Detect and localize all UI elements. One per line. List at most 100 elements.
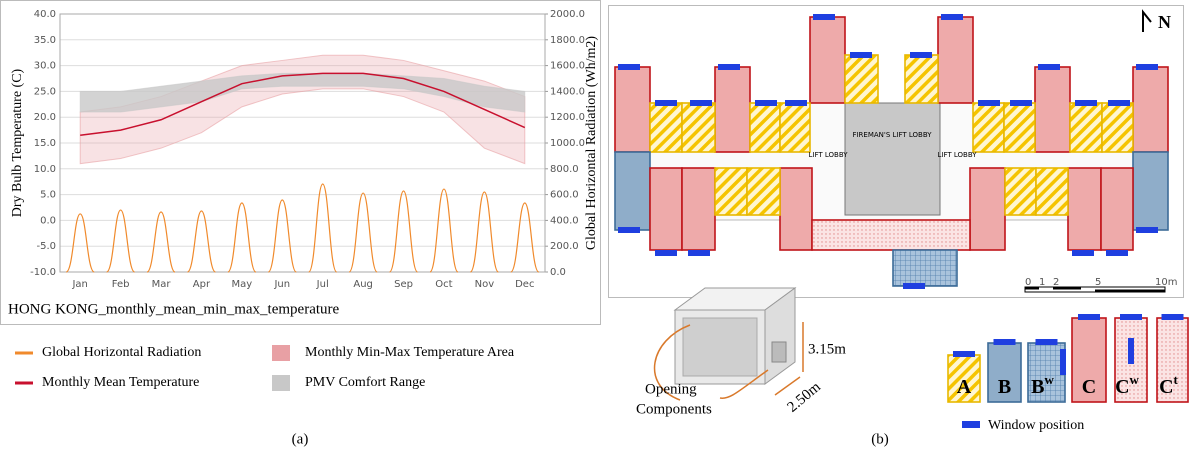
north-arrow	[1143, 12, 1151, 32]
type-letter: C	[1115, 376, 1129, 398]
window	[1136, 227, 1158, 233]
type-letter: C	[1082, 376, 1096, 398]
type-letter: B	[998, 376, 1011, 398]
y-tick-label: 15.0	[34, 138, 56, 149]
window	[850, 52, 872, 58]
window	[1136, 64, 1158, 70]
window	[655, 100, 677, 106]
window	[978, 100, 1000, 106]
window	[690, 100, 712, 106]
min-max-area	[80, 55, 525, 163]
type-superscript: w	[1130, 372, 1140, 387]
chart: -10.0-5.00.05.010.015.020.025.030.035.04…	[15, 9, 585, 391]
y-tick-label: -5.0	[36, 241, 56, 252]
window	[994, 339, 1016, 345]
y-axis-label: Dry Bulb Temperature (C)	[10, 68, 25, 217]
north-label: N	[1158, 12, 1171, 32]
room	[682, 168, 715, 250]
room	[650, 168, 682, 250]
type-legend: ABBwCCwCt	[948, 314, 1188, 402]
window	[1078, 314, 1100, 320]
x-tick-label: Jul	[316, 279, 329, 290]
x-tick-label: Aug	[353, 279, 373, 290]
annotation: Opening	[645, 381, 697, 397]
type-label: C	[1082, 376, 1096, 398]
caption: (a)	[292, 431, 309, 447]
window	[1010, 100, 1032, 106]
caption: (b)	[871, 431, 889, 447]
chart-title: HONG KONG_monthly_mean_min_max_temperatu…	[8, 301, 340, 317]
room	[812, 220, 970, 250]
y-tick-label: 20.0	[34, 112, 56, 123]
y2-tick-label: 600.0	[550, 190, 579, 201]
scale-label: 1	[1039, 277, 1045, 288]
room	[615, 67, 650, 152]
window	[1038, 64, 1060, 70]
y-tick-label: 30.0	[34, 61, 56, 72]
room	[682, 103, 715, 152]
y-tick-label: 5.0	[40, 190, 56, 201]
window	[618, 64, 640, 70]
radiation-curve	[107, 210, 135, 272]
room	[970, 168, 1005, 250]
radiation-curve	[66, 214, 94, 272]
radiation-curve	[309, 184, 337, 272]
scale-label: 5	[1095, 277, 1101, 288]
x-tick-label: Apr	[193, 279, 211, 290]
room	[747, 168, 780, 215]
y2-tick-label: 2000.0	[550, 9, 585, 20]
legend-label: Monthly Mean Temperature	[42, 375, 199, 390]
window	[1108, 100, 1130, 106]
y-tick-label: 0.0	[40, 215, 56, 226]
scale-label: 2	[1053, 277, 1059, 288]
room-label: LIFT LOBBY	[808, 151, 848, 159]
y2-tick-label: 1800.0	[550, 35, 585, 46]
room	[750, 103, 780, 152]
room	[780, 168, 812, 250]
window	[1128, 338, 1134, 364]
type-label: A	[957, 376, 972, 398]
y2-axis-label: Global Horizontal Radiation (Wh/m2)	[584, 36, 599, 251]
figure: N FIREMAN'S LIFT LOBBY LIFT LOBBY LIFT L…	[0, 0, 1190, 461]
dimension-label: 3.15m	[808, 341, 846, 357]
floor-plan	[615, 14, 1168, 289]
window	[1075, 100, 1097, 106]
y-tick-label: 25.0	[34, 86, 56, 97]
y2-tick-label: 1600.0	[550, 61, 585, 72]
type-letter: C	[1159, 376, 1173, 398]
module-box	[675, 288, 795, 384]
type-superscript: w	[1044, 372, 1054, 387]
legend-label: PMV Comfort Range	[305, 375, 425, 390]
x-tick-label: Jan	[71, 279, 87, 290]
y-tick-label: 35.0	[34, 35, 56, 46]
room	[893, 250, 957, 286]
radiation-curve	[228, 203, 256, 272]
window	[755, 100, 777, 106]
room	[1005, 168, 1036, 215]
y-tick-label: -10.0	[30, 267, 56, 278]
window	[941, 14, 963, 20]
box-opening	[683, 318, 757, 376]
y2-tick-label: 1000.0	[550, 138, 585, 149]
y-tick-label: 10.0	[34, 164, 56, 175]
room	[1004, 103, 1035, 152]
room	[845, 103, 940, 215]
window	[718, 64, 740, 70]
y2-tick-label: 1200.0	[550, 112, 585, 123]
x-tick-label: Mar	[152, 279, 172, 290]
radiation-curve	[268, 200, 296, 272]
type-label: B	[998, 376, 1011, 398]
room	[1133, 152, 1168, 230]
room	[615, 152, 650, 230]
radiation-curve	[147, 212, 175, 272]
x-tick-label: Feb	[112, 279, 130, 290]
legend-label: Global Horizontal Radiation	[42, 345, 201, 360]
y2-tick-label: 1400.0	[550, 86, 585, 97]
window	[618, 227, 640, 233]
room-label: LIFT LOBBY	[937, 151, 977, 159]
window	[1106, 250, 1128, 256]
room	[780, 103, 810, 152]
room	[715, 67, 750, 152]
x-tick-label: Oct	[435, 279, 452, 290]
scale-label: 10m	[1155, 277, 1177, 288]
